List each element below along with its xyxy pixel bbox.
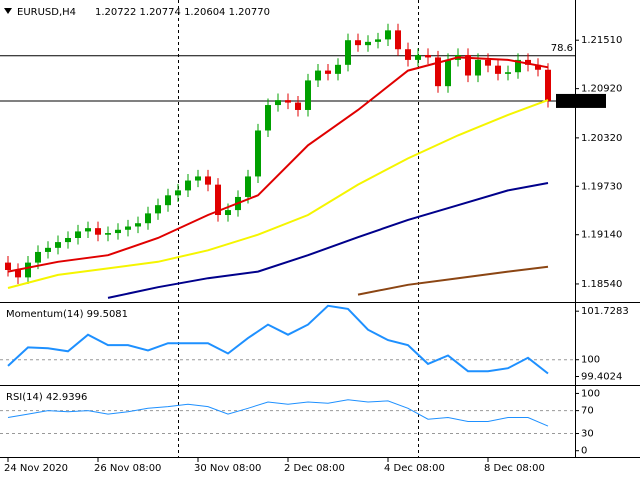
candle-body: [395, 30, 401, 50]
candle-body: [205, 176, 211, 185]
candle-body: [535, 64, 541, 70]
candle-body: [485, 59, 491, 66]
candle-body: [155, 205, 161, 214]
candle-body: [115, 229, 121, 234]
x-tick-label: 24 Nov 2020: [4, 463, 68, 474]
candle-body: [365, 41, 371, 46]
candle-body: [35, 251, 41, 263]
candle-body: [325, 70, 331, 74]
candle-body: [425, 54, 431, 58]
candle-body: [65, 237, 71, 243]
candle-body: [295, 102, 301, 110]
price-label: 1.20770: [559, 96, 600, 107]
candle-body: [385, 30, 391, 40]
x-tick-label: 8 Dec 08:00: [484, 463, 545, 474]
candle-body: [95, 228, 101, 235]
candle-body: [15, 269, 21, 278]
candle-body: [185, 180, 191, 191]
x-tick-label: 4 Dec 08:00: [384, 463, 445, 474]
y-tick-label: 1.19730: [581, 181, 622, 192]
candle-body: [55, 242, 61, 248]
candle-body: [285, 100, 291, 103]
y-tick-label: 1.18540: [581, 279, 622, 290]
candle-body: [305, 80, 311, 110]
y-tick-label: 101.7283: [581, 306, 629, 317]
candle-body: [215, 184, 221, 216]
candle-body: [195, 176, 201, 181]
candle-body: [475, 59, 481, 76]
price-box: [556, 93, 606, 108]
menu-arrow[interactable]: [4, 8, 12, 14]
candle-body: [515, 59, 521, 73]
candle-body: [315, 70, 321, 81]
x-tick-label: 30 Nov 08:00: [194, 463, 261, 474]
fib-label: 78.6: [551, 43, 573, 54]
candle-body: [175, 190, 181, 196]
y-tick-label: 99.4024: [581, 372, 622, 383]
indicator-line: [7, 304, 549, 375]
candle-body: [245, 176, 251, 197]
y-tick-label: 100: [581, 355, 600, 366]
candle-body: [25, 262, 31, 278]
candle-body: [85, 228, 91, 232]
y-tick-label: 30: [581, 429, 594, 440]
candle-body: [435, 57, 441, 87]
candle-body: [355, 40, 361, 46]
pane-title: RSI(14) 42.9396: [6, 392, 87, 403]
candle-body: [345, 40, 351, 65]
candle-body: [145, 213, 151, 224]
ohlc: 1.20722 1.20774 1.20604 1.20770: [95, 7, 270, 18]
candle-body: [505, 72, 511, 74]
candle-body: [45, 247, 51, 252]
candle-body: [265, 105, 271, 131]
candle-body: [255, 130, 261, 177]
candle-body: [105, 233, 111, 235]
candle-body: [5, 262, 11, 270]
candle-body: [525, 59, 531, 65]
x-tick-label: 2 Dec 08:00: [284, 463, 345, 474]
candle-body: [135, 223, 141, 227]
moving-average: [107, 182, 549, 299]
y-tick-label: 1.19140: [581, 230, 622, 241]
candle-body: [275, 100, 281, 106]
y-tick-label: 1.21510: [581, 35, 622, 46]
candle-body: [75, 231, 81, 238]
y-tick-label: 100: [581, 388, 600, 399]
moving-average: [7, 56, 549, 273]
symbol: EURUSD,H4: [17, 7, 76, 18]
y-tick-label: 1.20920: [581, 84, 622, 95]
candle-body: [415, 54, 421, 60]
candle-body: [445, 59, 451, 87]
candle-body: [465, 54, 471, 76]
candle-body: [165, 195, 171, 206]
candle-body: [495, 65, 501, 74]
y-tick-label: 0: [581, 446, 587, 457]
candle-body: [405, 49, 411, 60]
moving-average: [357, 265, 549, 296]
candle-body: [545, 69, 551, 101]
candle-body: [225, 210, 231, 216]
pane-title: Momentum(14) 99.5081: [6, 309, 128, 320]
candle-body: [335, 64, 341, 74]
indicator-line: [7, 399, 549, 427]
y-tick-label: 70: [581, 406, 594, 417]
moving-average: [7, 99, 549, 289]
y-tick-label: 1.20320: [581, 133, 622, 144]
candle-body: [375, 39, 381, 42]
x-tick-label: 26 Nov 08:00: [94, 463, 161, 474]
candle-body: [125, 226, 131, 230]
